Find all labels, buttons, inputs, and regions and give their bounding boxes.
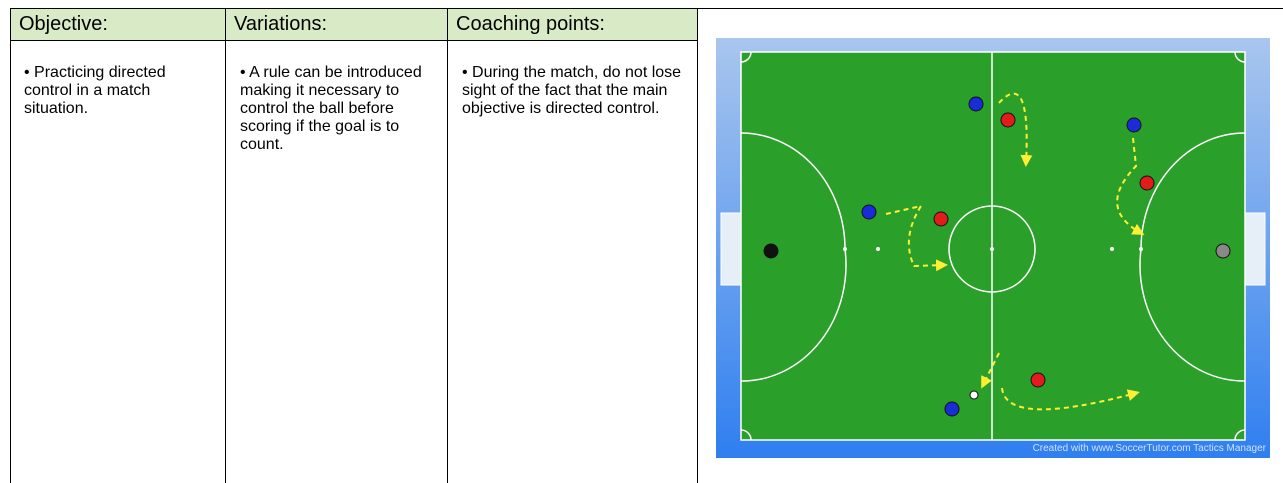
pitch-diagram: Created with www.SoccerTutor.com Tactics… [716, 38, 1270, 458]
header-cell: Coaching points: [447, 9, 697, 40]
cell-text: • Practicing directed control in a match… [24, 64, 166, 117]
border [10, 40, 697, 41]
header-cell: Objective: [10, 9, 225, 40]
border [697, 8, 698, 483]
cell-text: • A rule can be introduced making it nec… [240, 64, 422, 153]
header-cell: Variations: [225, 9, 447, 40]
border [225, 8, 226, 483]
watermark: Created with www.SoccerTutor.com Tactics… [1033, 443, 1267, 454]
border [447, 8, 448, 483]
border [10, 8, 11, 483]
border [10, 8, 1283, 9]
cell-text: • During the match, do not lose sight of… [462, 64, 682, 117]
